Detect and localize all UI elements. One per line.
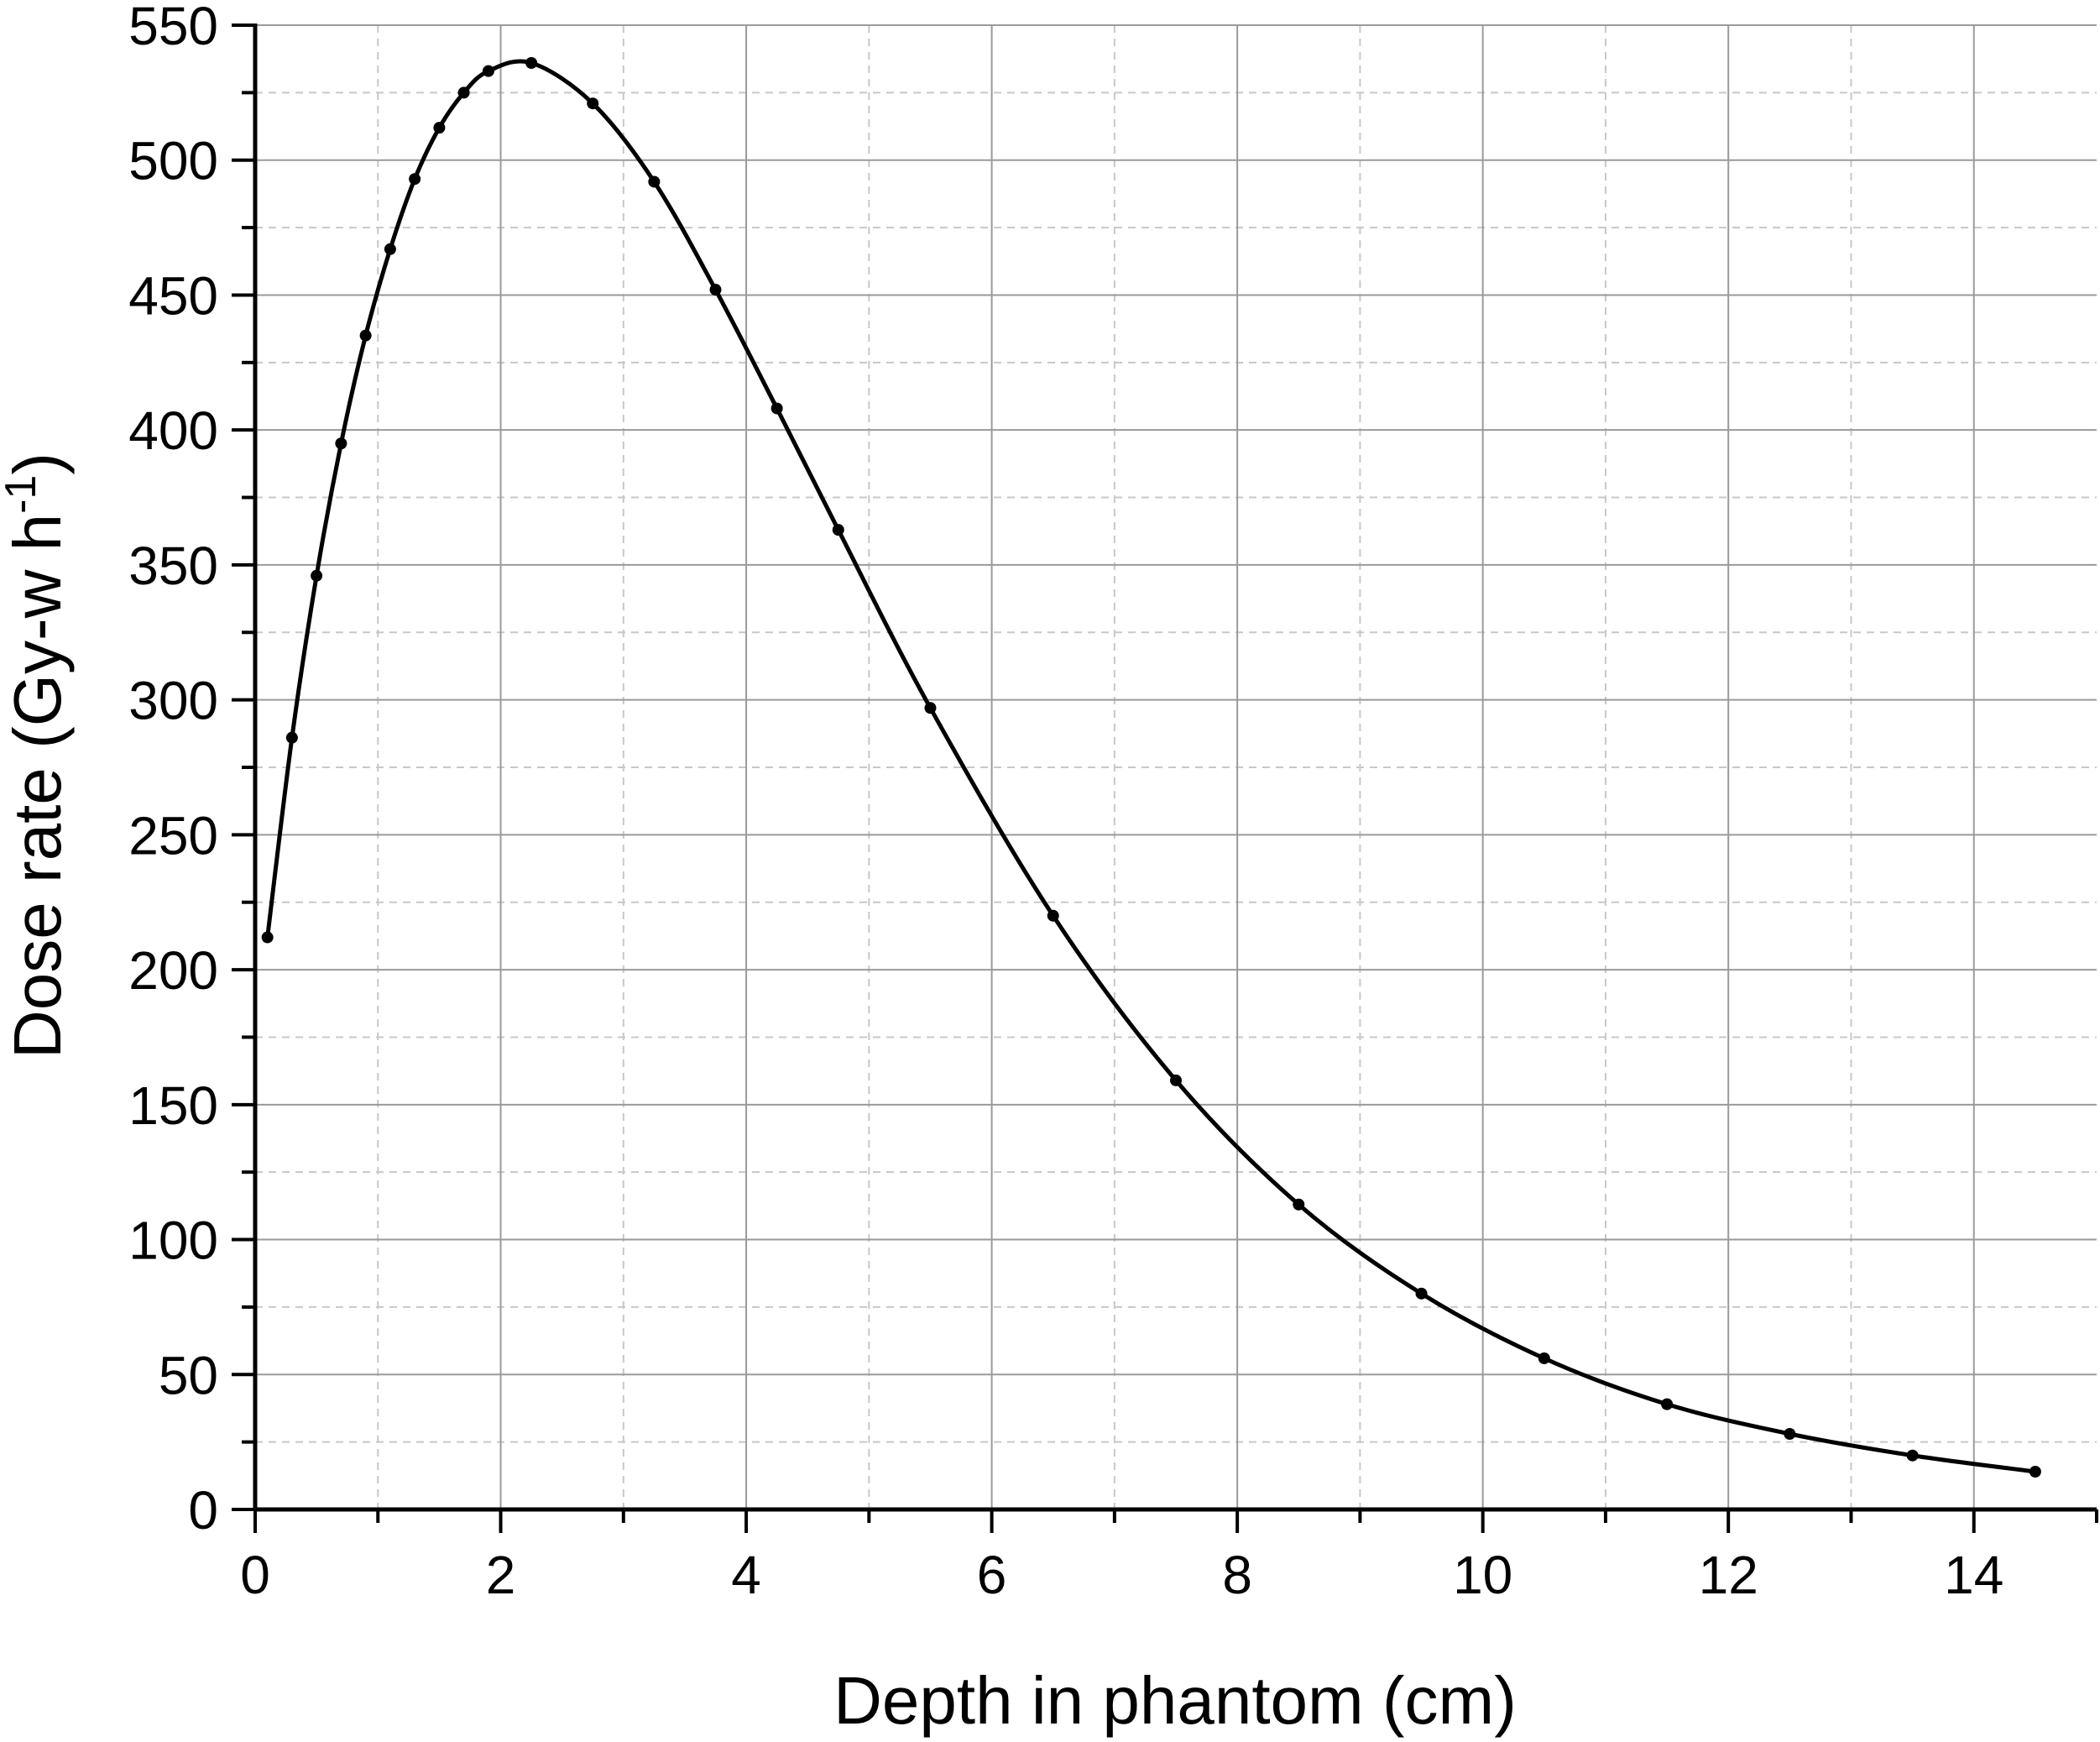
data-point [2029, 1465, 2041, 1478]
series-layer [261, 57, 2041, 1478]
minor-grid [255, 25, 2097, 1509]
data-point [359, 329, 372, 342]
data-point [433, 122, 446, 134]
data-point [482, 65, 494, 77]
data-point [1784, 1427, 1796, 1440]
data-point [285, 731, 298, 744]
data-point [648, 175, 661, 188]
y-tick-labels: 0 50 100 150 200 250 300 350 400 450 500 550 [128, 0, 218, 1541]
y-tick-label: 50 [159, 1345, 218, 1405]
data-point [709, 284, 722, 296]
x-tick-label: 8 [1222, 1545, 1252, 1605]
y-tick-label: 400 [128, 400, 218, 461]
y-tick-label: 450 [128, 265, 218, 326]
y-tick-label: 0 [188, 1480, 218, 1541]
y-tick-label: 300 [128, 671, 218, 731]
data-point [457, 86, 470, 99]
axis-ticks [232, 24, 2098, 1533]
y-tick-label: 550 [128, 0, 218, 56]
y-tick-label: 500 [128, 131, 218, 191]
data-point [525, 57, 538, 70]
data-point [1293, 1198, 1305, 1211]
y-tick-label: 350 [128, 536, 218, 596]
x-tick-label: 4 [731, 1545, 761, 1605]
y-tick-label: 200 [128, 940, 218, 1001]
data-point [1538, 1352, 1550, 1364]
y-tick-label: 150 [128, 1075, 218, 1136]
y-axis-title: Dose rate (Gy-w h-1) [0, 453, 75, 1059]
x-tick-label: 2 [486, 1545, 516, 1605]
data-point [409, 173, 421, 186]
y-axis-title-superscript: -1 [0, 475, 45, 514]
y-axis-title-close: ) [0, 453, 75, 475]
major-grid [255, 24, 2097, 1509]
data-point [1906, 1449, 1919, 1462]
y-tick-label: 100 [128, 1211, 218, 1271]
dose-rate-line [265, 59, 2036, 1474]
data-point [771, 402, 783, 415]
data-point [384, 243, 396, 255]
data-point [832, 524, 844, 536]
y-axis-title-main: Dose rate (Gy-w h [0, 514, 75, 1059]
y-tick-label: 250 [128, 805, 218, 866]
data-point [261, 931, 274, 944]
data-point [587, 97, 599, 110]
data-point [335, 437, 347, 450]
data-point [1415, 1287, 1428, 1300]
x-tick-label: 14 [1944, 1545, 2003, 1605]
x-tick-label: 6 [977, 1545, 1007, 1605]
x-tick-label: 12 [1699, 1545, 1758, 1605]
data-point [1661, 1398, 1674, 1410]
data-point [311, 569, 323, 582]
x-axis-title: Depth in phantom (cm) [833, 1663, 1517, 1738]
x-tick-label: 0 [240, 1545, 270, 1605]
data-point [1047, 909, 1059, 922]
data-point [1170, 1074, 1182, 1086]
data-point [924, 702, 937, 714]
x-tick-labels: 0 2 4 6 8 10 12 14 [240, 1545, 2003, 1605]
x-tick-label: 10 [1453, 1545, 1512, 1605]
